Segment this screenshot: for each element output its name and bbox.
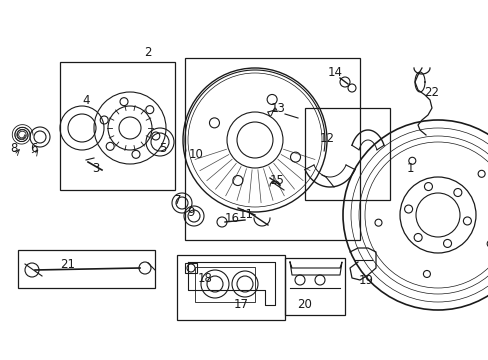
Text: 3: 3 (92, 162, 100, 175)
Text: 6: 6 (30, 141, 38, 154)
Text: 22: 22 (424, 86, 439, 99)
Text: 4: 4 (82, 94, 90, 107)
Bar (60, 62, 175, 190)
Bar (177, 255, 285, 320)
Text: 19: 19 (358, 274, 373, 287)
Text: 15: 15 (269, 174, 284, 186)
Text: 5: 5 (159, 141, 166, 154)
Text: 16: 16 (224, 211, 239, 225)
Bar (18, 250, 155, 288)
Bar (184, 263, 197, 273)
Text: 14: 14 (327, 66, 342, 78)
Text: 9: 9 (187, 207, 194, 220)
Text: 2: 2 (144, 45, 151, 58)
Text: 1: 1 (406, 162, 413, 175)
Bar (184, 58, 359, 240)
Text: 21: 21 (61, 258, 75, 271)
Text: 10: 10 (188, 148, 203, 162)
Text: 7: 7 (174, 194, 182, 207)
Text: 8: 8 (10, 141, 18, 154)
Text: 13: 13 (270, 102, 285, 114)
Text: 17: 17 (233, 298, 248, 311)
Bar (285, 258, 345, 315)
Text: 12: 12 (319, 131, 334, 144)
Text: 18: 18 (197, 271, 212, 284)
Text: 20: 20 (297, 298, 312, 311)
Bar (195, 267, 254, 302)
Bar (305, 108, 389, 200)
Text: 11: 11 (238, 208, 253, 221)
